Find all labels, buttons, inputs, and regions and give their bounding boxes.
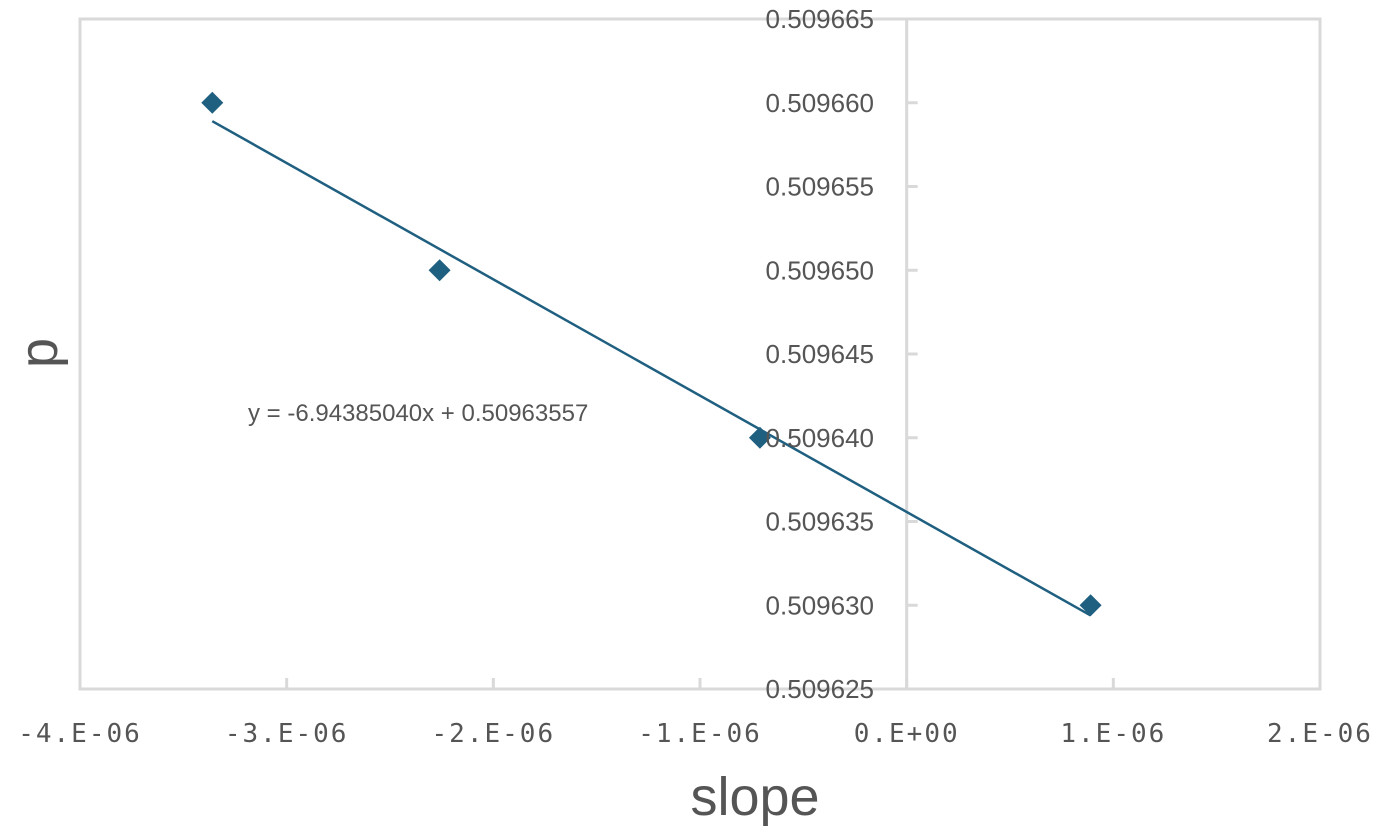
- trendline-equation: y = -6.94385040x + 0.50963557: [248, 400, 588, 427]
- y-axis-title: p: [9, 338, 69, 368]
- data-point: [1079, 594, 1102, 617]
- trendline: [211, 120, 1092, 617]
- y-axis-ticks: [906, 17, 918, 691]
- data-points: [201, 91, 1102, 617]
- y-tick-label: 0.509660: [766, 88, 874, 118]
- x-tick-label: -1.E-06: [638, 719, 762, 749]
- y-tick-label: 0.509650: [766, 255, 874, 285]
- y-tick-label: 0.509635: [766, 507, 874, 537]
- x-tick-label: -2.E-06: [432, 719, 556, 749]
- x-tick-label: 0.E+00: [854, 719, 960, 749]
- data-point: [748, 426, 771, 449]
- y-tick-label: 0.509665: [766, 4, 874, 34]
- x-axis-tick-labels: -4.E-06 -3.E-06 -2.E-06 -1.E-06 0.E+00 1.E-06…: [18, 719, 1373, 749]
- y-tick-label: 0.509640: [766, 423, 874, 453]
- y-tick-label: 0.509645: [766, 339, 874, 369]
- plot-area: [78, 17, 1322, 691]
- data-point: [201, 91, 224, 114]
- y-tick-label: 0.509655: [766, 172, 874, 202]
- x-axis-ticks: [78, 678, 1322, 689]
- x-tick-label: 1.E-06: [1060, 719, 1166, 749]
- x-tick-label: -4.E-06: [18, 719, 142, 749]
- x-tick-label: -3.E-06: [225, 719, 349, 749]
- y-axis-tick-labels: 0.509625 0.509630 0.509635 0.509640 0.509645…: [766, 4, 874, 704]
- y-tick-label: 0.509625: [766, 674, 874, 704]
- x-axis-title: slope: [690, 767, 819, 826]
- data-point: [428, 259, 451, 282]
- x-tick-label: 2.E-06: [1267, 719, 1373, 749]
- y-tick-label: 0.509630: [766, 590, 874, 620]
